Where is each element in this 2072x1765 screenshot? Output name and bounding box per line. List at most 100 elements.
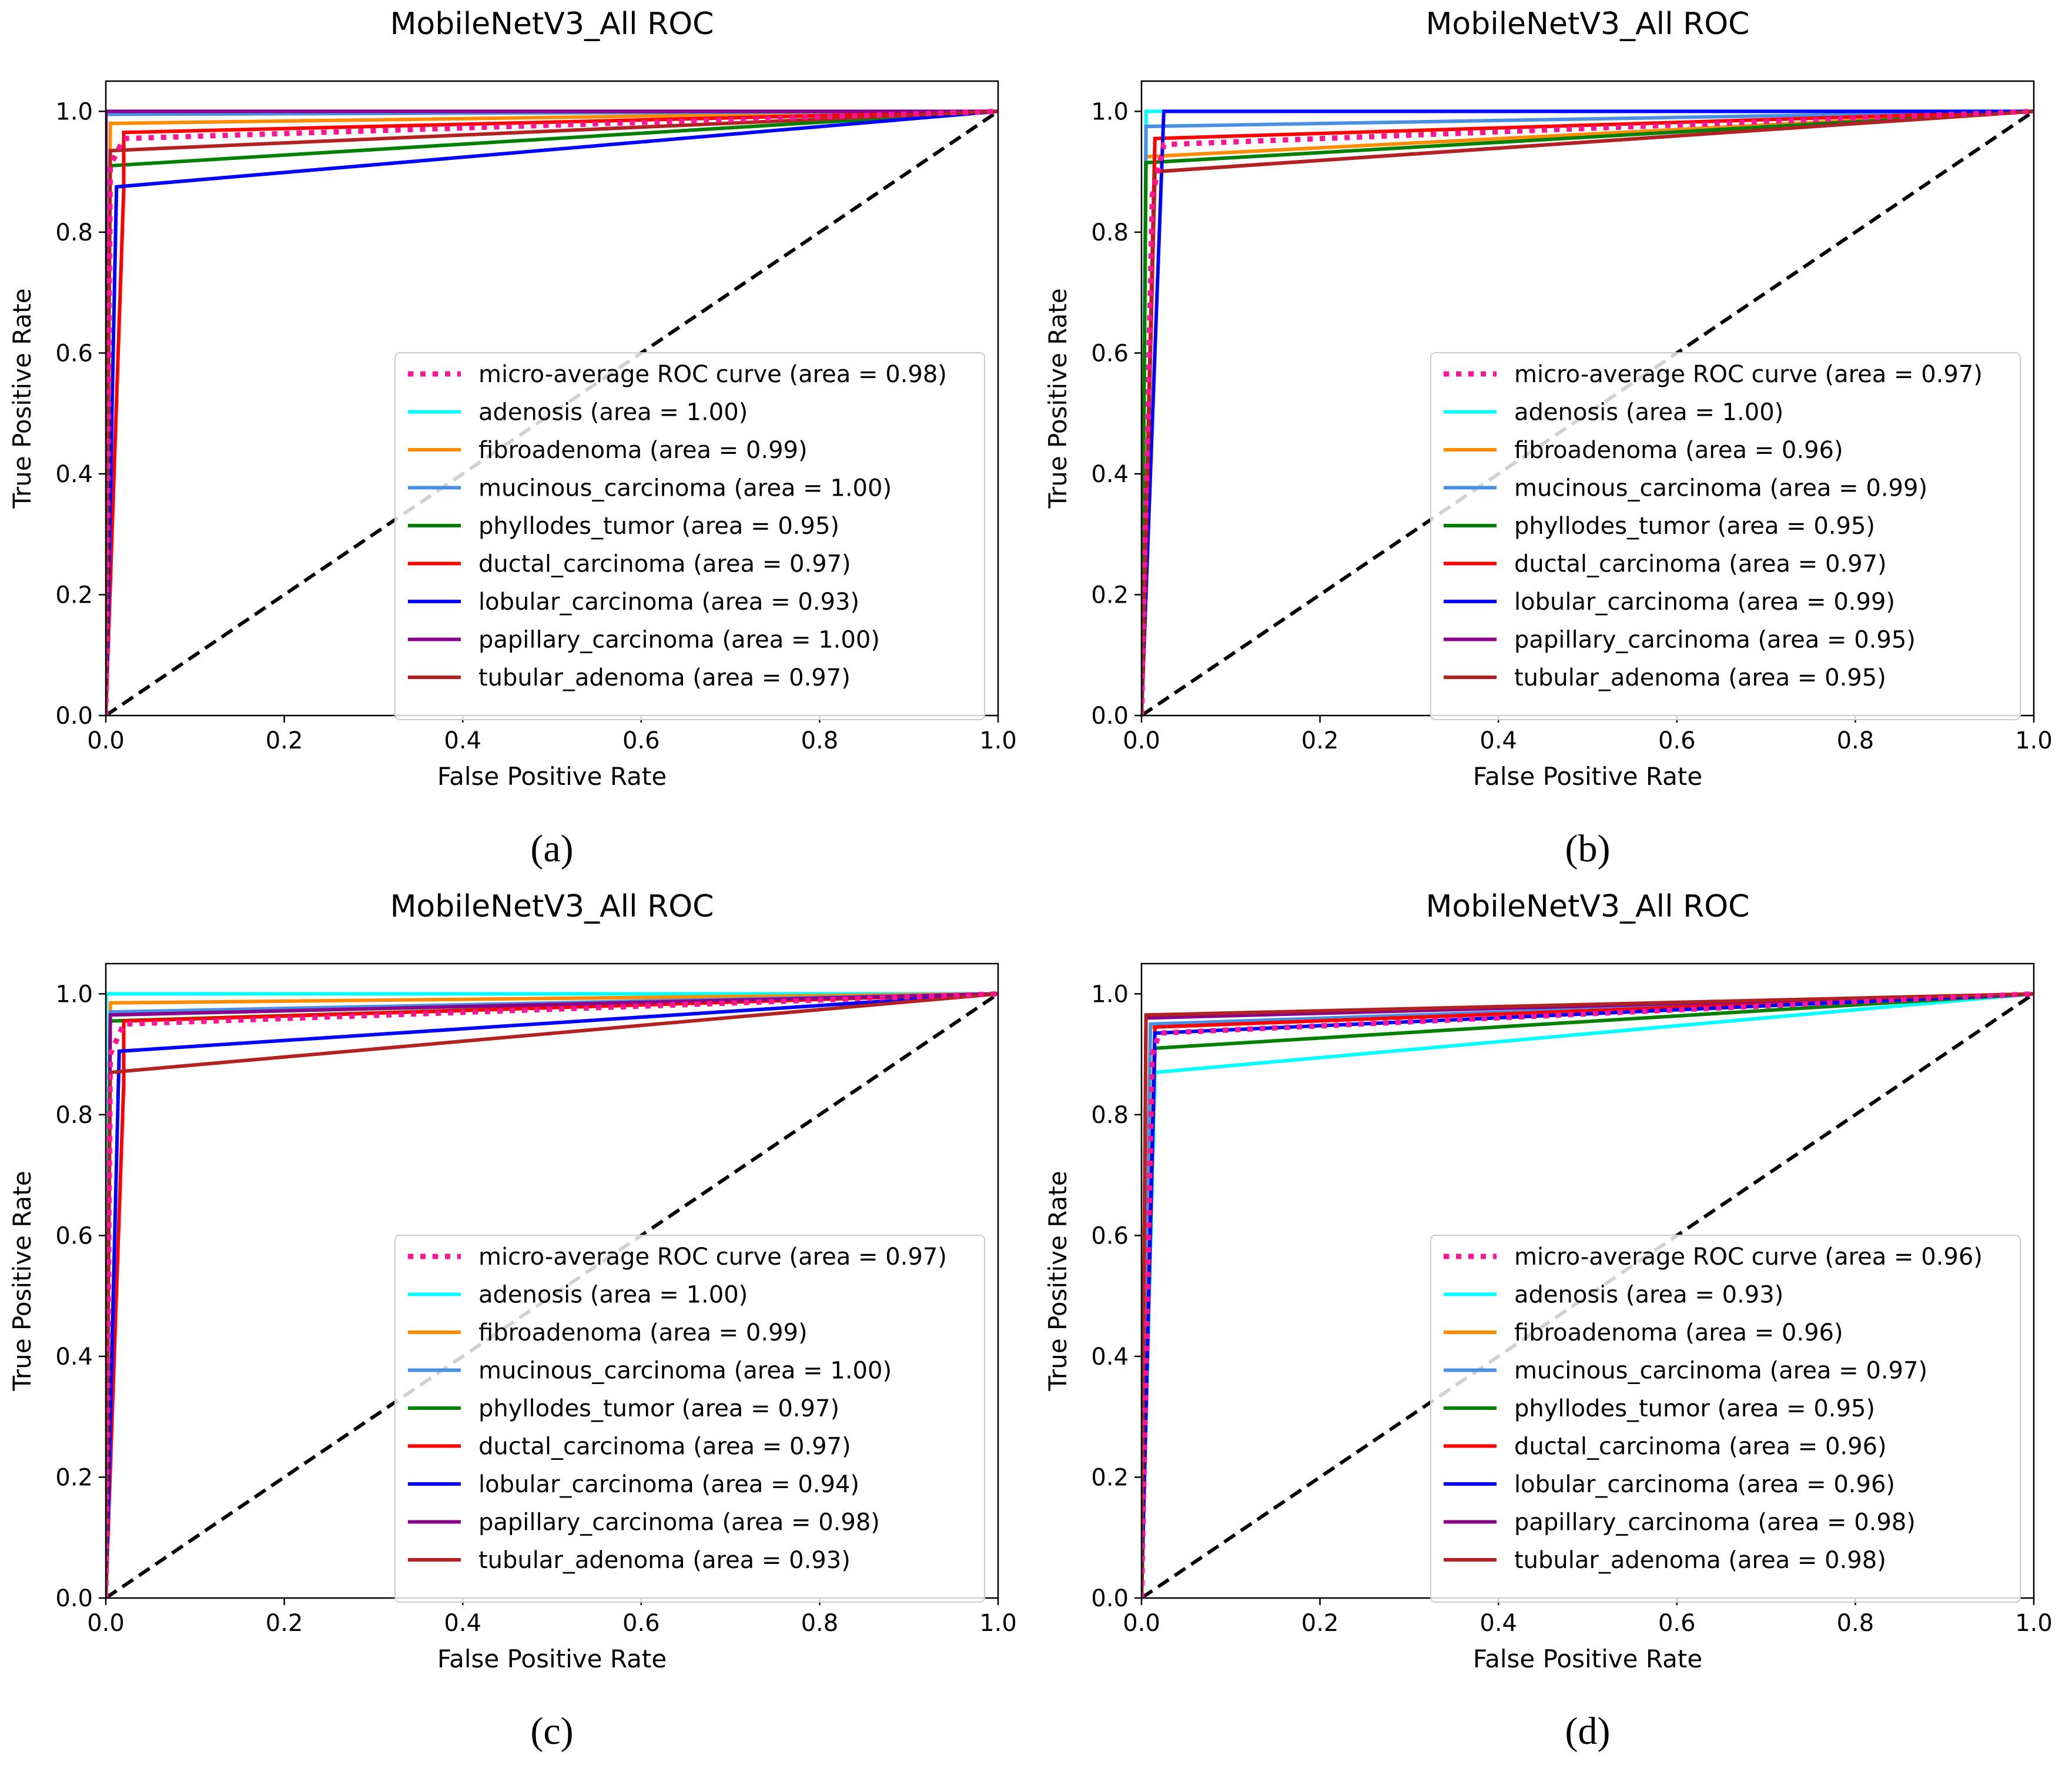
x-tick-label: 1.0: [2015, 727, 2053, 754]
roc-series-line-micro-average: [106, 991, 998, 1598]
roc-series-line-tubular_adenoma: [1142, 992, 2034, 1598]
roc-series-line-papillary_carcinoma: [106, 109, 998, 716]
y-tick-label: 1.0: [55, 981, 93, 1008]
y-tick-label: 0.8: [1091, 1102, 1129, 1129]
legend-label: papillary_carcinoma (area = 0.95): [1514, 627, 1916, 654]
roc-series-line-phyllodes_tumor: [1142, 109, 2034, 716]
legend-label: phyllodes_tumor (area = 0.95): [1514, 1395, 1875, 1422]
y-tick-label: 0.0: [55, 703, 93, 730]
x-tick-label: 0.8: [1837, 1610, 1874, 1637]
x-tick-label: 1.0: [979, 727, 1017, 754]
y-axis-label: True Positive Rate: [1043, 288, 1072, 509]
legend-label: tubular_adenoma (area = 0.93): [478, 1547, 851, 1574]
x-axis-label: False Positive Rate: [437, 762, 667, 791]
roc-series-line-tubular_adenoma: [1142, 109, 2034, 716]
roc-chart-svg: MobileNetV3_All ROC 0.0 0.2 0.4 0.6 0.8 1.0 0.0…: [8, 889, 1017, 1753]
x-tick-label: 0.8: [1837, 727, 1874, 754]
legend-label: fibroadenoma (area = 0.99): [478, 437, 808, 464]
x-tick-label: 0.0: [1123, 727, 1160, 754]
legend-label: lobular_carcinoma (area = 0.99): [1514, 589, 1895, 616]
chart-title: MobileNetV3_All ROC: [1426, 6, 1750, 42]
x-tick-label: 0.2: [1301, 727, 1339, 754]
panel-caption: (c): [530, 1710, 573, 1753]
y-tick-label: 1.0: [1091, 981, 1129, 1008]
y-tick-label: 0.6: [1091, 1222, 1129, 1249]
legend-label: fibroadenoma (area = 0.96): [1514, 1319, 1843, 1346]
y-tick-label: 0.0: [1091, 1585, 1129, 1612]
legend-label: tubular_adenoma (area = 0.95): [1514, 664, 1886, 691]
plot-area: [1142, 108, 2034, 716]
y-tick-label: 1.0: [1091, 98, 1129, 125]
legend-label: ductal_carcinoma (area = 0.97): [1514, 551, 1887, 578]
y-axis-label: True Positive Rate: [1043, 1171, 1072, 1391]
y-tick-label: 0.4: [55, 1343, 93, 1370]
legend-label: mucinous_carcinoma (area = 0.97): [1514, 1358, 1927, 1385]
legend-label: micro-average ROC curve (area = 0.97): [478, 1243, 947, 1271]
roc-series-line-adenosis: [106, 992, 998, 1598]
y-tick-label: 0.0: [55, 1585, 93, 1612]
roc-panel-d: MobileNetV3_All ROC 0.0 0.2 0.4 0.6 0.8 1.0 0.0…: [1036, 882, 2071, 1765]
plot-area: [1142, 991, 2034, 1598]
legend-label: ductal_carcinoma (area = 0.96): [1514, 1433, 1887, 1460]
legend-label: papillary_carcinoma (area = 1.00): [478, 627, 880, 654]
x-tick-label: 0.2: [266, 1610, 303, 1637]
roc-series-line-micro-average: [1142, 108, 2034, 716]
legend-label: adenosis (area = 1.00): [478, 399, 748, 426]
y-tick-label: 0.8: [1091, 219, 1129, 246]
x-tick-label: 0.4: [1479, 1610, 1517, 1637]
y-tick-label: 0.6: [1091, 340, 1129, 367]
x-tick-label: 0.6: [1658, 727, 1696, 754]
panel-caption: (b): [1565, 827, 1611, 870]
y-tick-label: 0.6: [55, 1222, 93, 1249]
legend-label: ductal_carcinoma (area = 0.97): [478, 551, 851, 578]
roc-series-line-lobular_carcinoma: [106, 992, 998, 1598]
panel-caption: (a): [530, 827, 573, 870]
legend-label: adenosis (area = 1.00): [478, 1282, 748, 1309]
x-axis-label: False Positive Rate: [1473, 762, 1702, 791]
legend-label: papillary_carcinoma (area = 0.98): [1514, 1509, 1916, 1536]
plot-area: [106, 991, 998, 1598]
legend-label: lobular_carcinoma (area = 0.94): [478, 1471, 859, 1498]
legend-label: lobular_carcinoma (area = 0.96): [1514, 1471, 1895, 1498]
roc-chart-svg: MobileNetV3_All ROC 0.0 0.2 0.4 0.6 0.8 1.0 0.0…: [1043, 6, 2053, 870]
legend-label: tubular_adenoma (area = 0.97): [478, 664, 851, 691]
legend-label: micro-average ROC curve (area = 0.96): [1514, 1243, 1983, 1271]
x-tick-label: 0.2: [266, 727, 303, 754]
legend-label: tubular_adenoma (area = 0.98): [1514, 1547, 1886, 1574]
roc-chart-svg: MobileNetV3_All ROC 0.0 0.2 0.4 0.6 0.8 1.0 0.0…: [8, 6, 1017, 870]
plot-area: [106, 108, 998, 716]
roc-series-line-micro-average: [106, 108, 998, 716]
y-tick-label: 0.4: [55, 461, 93, 488]
x-tick-label: 0.0: [87, 727, 125, 754]
x-tick-label: 0.8: [801, 727, 839, 754]
x-tick-label: 0.6: [1658, 1610, 1696, 1637]
legend-label: ductal_carcinoma (area = 0.97): [478, 1433, 851, 1460]
roc-series-line-ductal_carcinoma: [106, 109, 998, 716]
x-tick-label: 0.4: [1479, 727, 1517, 754]
legend-label: fibroadenoma (area = 0.99): [478, 1319, 808, 1346]
x-tick-label: 0.6: [622, 727, 660, 754]
y-tick-label: 0.2: [55, 1464, 93, 1491]
y-tick-label: 0.4: [1091, 461, 1129, 488]
x-tick-label: 1.0: [979, 1610, 1017, 1637]
legend-box: [394, 1235, 985, 1603]
y-tick-label: 0.0: [1091, 703, 1129, 730]
x-axis-label: False Positive Rate: [437, 1644, 667, 1673]
y-tick-label: 0.2: [55, 581, 93, 609]
legend-label: fibroadenoma (area = 0.96): [1514, 437, 1843, 464]
legend-label: phyllodes_tumor (area = 0.97): [478, 1395, 839, 1422]
x-tick-label: 0.8: [801, 1610, 839, 1637]
x-tick-label: 0.4: [444, 1610, 481, 1637]
y-tick-label: 0.6: [55, 340, 93, 367]
chart-title: MobileNetV3_All ROC: [390, 889, 714, 924]
x-tick-label: 0.0: [87, 1610, 125, 1637]
roc-series-line-micro-average: [1142, 991, 2034, 1598]
legend-label: adenosis (area = 1.00): [1514, 399, 1783, 426]
roc-series-line-lobular_carcinoma: [1142, 109, 2034, 716]
x-tick-label: 0.4: [444, 727, 481, 754]
y-tick-label: 0.8: [55, 1102, 93, 1129]
legend-label: mucinous_carcinoma (area = 1.00): [478, 475, 892, 502]
panel-caption: (d): [1565, 1710, 1611, 1753]
legend-box: [1430, 1235, 2021, 1603]
roc-chart-svg: MobileNetV3_All ROC 0.0 0.2 0.4 0.6 0.8 1.0 0.0…: [1043, 889, 2053, 1753]
